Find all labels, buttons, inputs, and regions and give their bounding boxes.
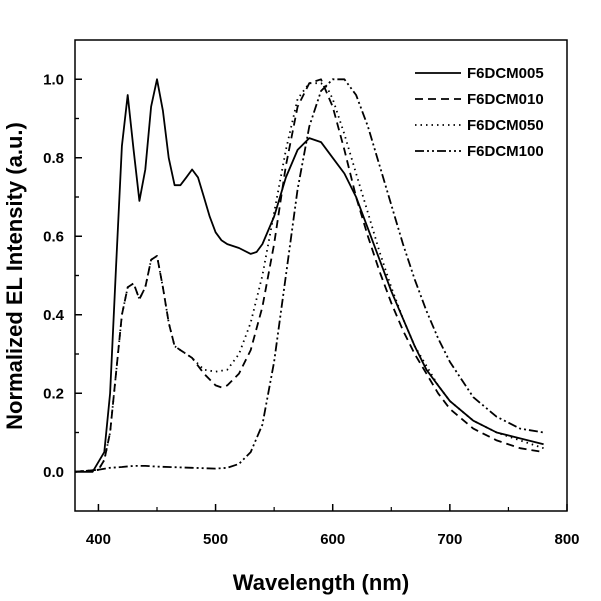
y-tick-label: 0.2: [43, 385, 64, 402]
y-tick-label: 0.0: [43, 464, 64, 481]
y-tick-label: 0.6: [43, 228, 64, 245]
legend-label-f6dcm005: F6DCM005: [467, 65, 544, 82]
chart: 400 500 600 700 800 0.0 0.2 0.4 0.6 0.8 1.0 F6DCM0…: [0, 0, 601, 601]
x-tick-label: 600: [320, 531, 345, 548]
x-tick-label: 500: [203, 531, 228, 548]
y-tick-label: 0.4: [43, 307, 65, 324]
x-tick-label: 700: [437, 531, 462, 548]
x-tick-label: 400: [86, 531, 111, 548]
legend-label-f6dcm050: F6DCM050: [467, 117, 544, 134]
x-axis-title: Wavelength (nm): [233, 570, 409, 595]
legend-label-f6dcm010: F6DCM010: [467, 91, 544, 108]
y-axis-title: Normalized EL Intensity (a.u.): [2, 122, 27, 430]
y-tick-label: 1.0: [43, 71, 64, 88]
legend-label-f6dcm100: F6DCM100: [467, 143, 544, 160]
y-tick-label: 0.8: [43, 150, 64, 167]
x-tick-label: 800: [554, 531, 579, 548]
